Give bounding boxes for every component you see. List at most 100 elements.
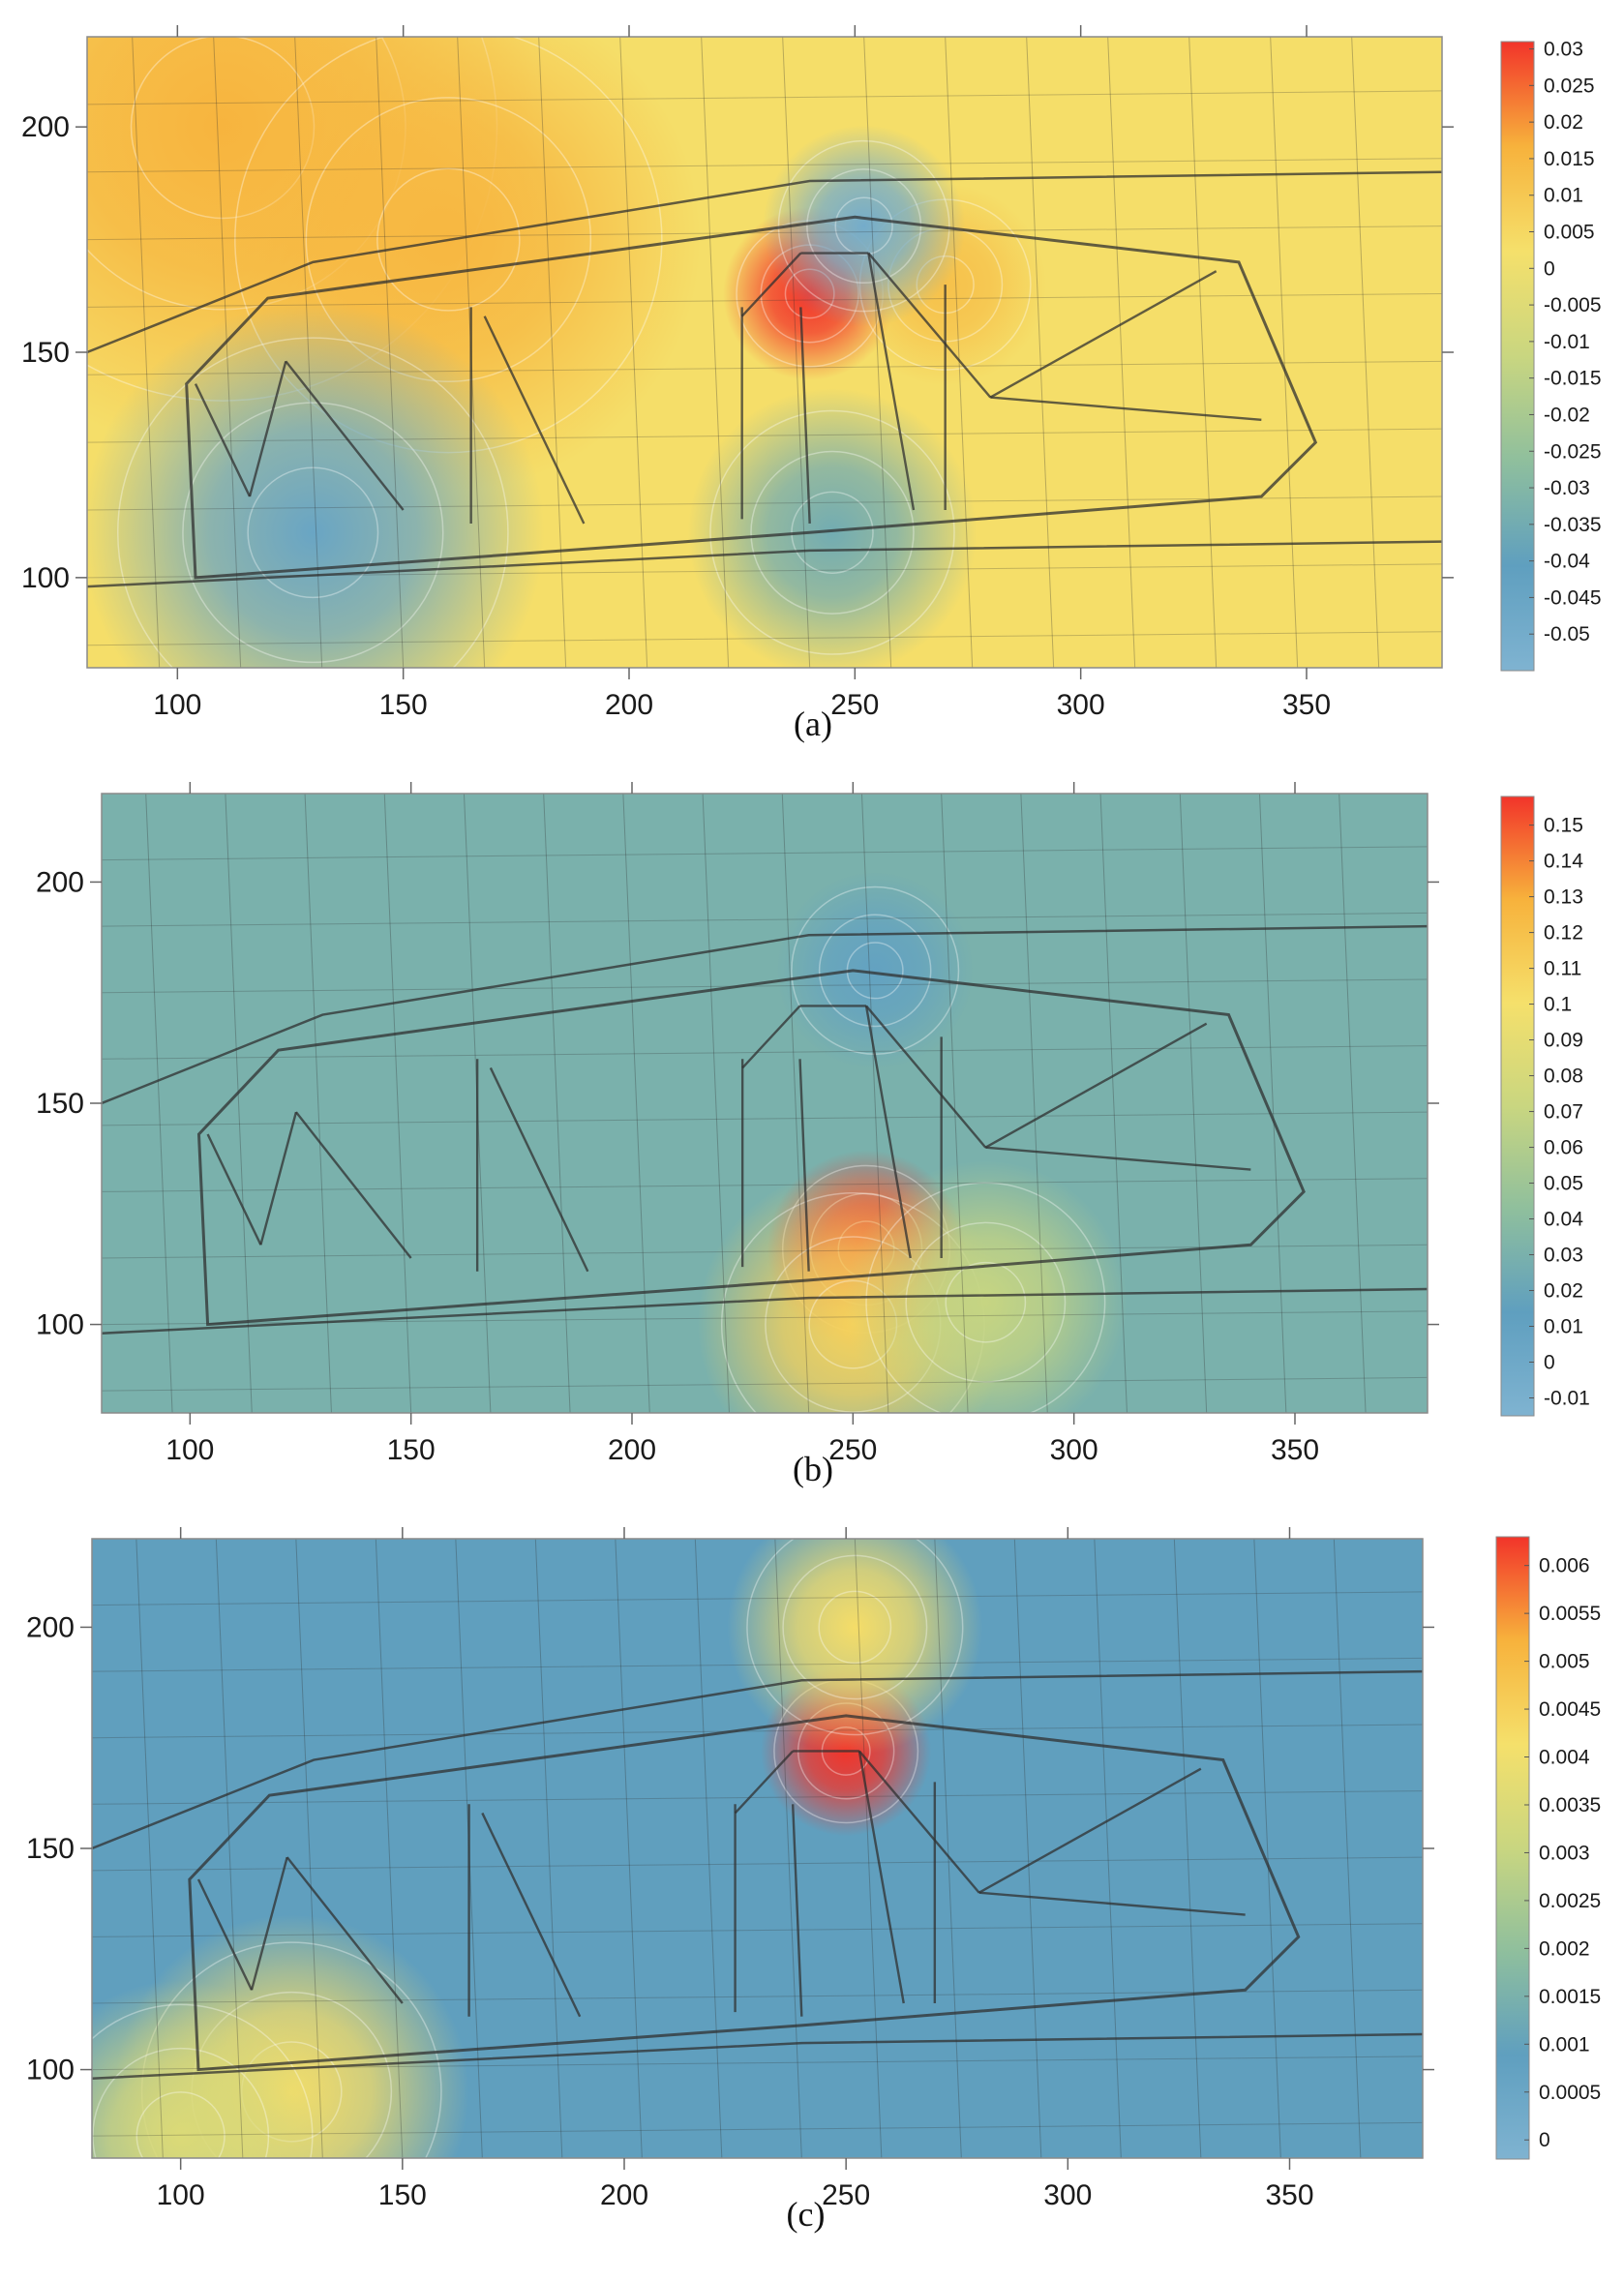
parcel-line — [304, 794, 332, 1413]
colorbar-tick-label: 0.06 — [1544, 1137, 1583, 1159]
colorbar-tick-label: 0.005 — [1544, 222, 1595, 244]
parcel-line — [92, 1856, 1423, 1872]
parcel-line — [1253, 1539, 1281, 2158]
x-tick-label: 100 — [165, 1434, 214, 1466]
parcel-line — [543, 794, 571, 1413]
y-tick-label: 200 — [26, 1611, 75, 1643]
x-tick-label: 200 — [600, 2179, 648, 2211]
parcel-line — [92, 2056, 1423, 2071]
y-tick-label: 150 — [21, 337, 70, 369]
colorbar-tick-label: 0.13 — [1544, 886, 1583, 909]
x-tick-label: 150 — [387, 1434, 436, 1466]
colorbar-tick-label: -0.045 — [1544, 586, 1602, 609]
truss-line — [259, 1111, 298, 1246]
parcel-line — [1107, 37, 1136, 668]
parcel-line — [457, 37, 486, 668]
contour-line — [117, 337, 509, 668]
block-outline — [196, 969, 1306, 1327]
x-tick-label: 150 — [379, 689, 428, 721]
truss-line — [857, 1751, 905, 2004]
parcel-line — [135, 1539, 164, 2158]
field-center — [687, 388, 977, 668]
parcel-line — [781, 794, 810, 1413]
parcel-line — [863, 37, 892, 668]
parcel-line — [92, 1657, 1423, 1672]
parcel-line — [87, 225, 1442, 241]
x-tick-label: 200 — [605, 689, 653, 721]
colorbar — [1500, 41, 1535, 672]
colorbar-tick-label: 0.05 — [1544, 1173, 1583, 1195]
parcel-line — [375, 1539, 404, 2158]
colorbar — [1500, 795, 1535, 1417]
colorbar-tick-label: -0.05 — [1544, 623, 1590, 645]
truss-line — [248, 361, 287, 497]
parcel-line — [622, 794, 650, 1413]
colorbar-tick-label: 0.14 — [1544, 851, 1583, 873]
street-line — [87, 540, 1442, 588]
colorbar-tick-label: 0 — [1544, 257, 1555, 280]
colorbar-tick-label: 0.0055 — [1539, 1603, 1601, 1625]
parcel-line — [92, 1591, 1423, 1606]
truss-line — [483, 315, 586, 525]
parcel-line — [1188, 37, 1218, 668]
colorbar-tick-label: -0.005 — [1544, 294, 1602, 316]
contour-line — [182, 402, 444, 664]
parcel-line — [87, 292, 1442, 308]
y-tick-label: 200 — [36, 866, 84, 898]
parcel-line — [145, 794, 173, 1413]
y-tick-label: 100 — [26, 2055, 75, 2086]
colorbar-tick-label: 0.025 — [1544, 75, 1595, 97]
parcel-line — [87, 90, 1442, 105]
truss-line — [740, 252, 802, 317]
street-line — [87, 170, 1442, 354]
x-tick-label: 300 — [1057, 689, 1105, 721]
x-tick-label: 100 — [157, 2179, 205, 2211]
x-tick-label: 250 — [822, 2179, 870, 2211]
parcel-line — [92, 2121, 1423, 2137]
parcel-line — [87, 563, 1442, 579]
colorbar-tick-label: 0.002 — [1539, 1937, 1590, 1960]
street-line — [92, 1669, 1423, 1850]
x-tick-label: 200 — [608, 1434, 656, 1466]
truss-line — [867, 252, 992, 399]
colorbar-tick-label: -0.01 — [1544, 1388, 1590, 1410]
parcel-line — [455, 1539, 483, 2158]
parcel-line — [1351, 37, 1380, 668]
parcel-line — [87, 631, 1442, 646]
truss-line — [865, 1005, 987, 1149]
field-center — [92, 1980, 337, 2158]
truss-line — [741, 1005, 801, 1069]
colorbar-tick-label: 0.1 — [1544, 994, 1572, 1016]
contour-line — [376, 167, 521, 312]
x-tick-label: 300 — [1050, 1434, 1098, 1466]
contour-line — [905, 1221, 1067, 1383]
truss-line — [985, 1146, 1251, 1171]
colorbar-tick-label: 0.15 — [1544, 815, 1583, 837]
parcel-line — [102, 1111, 1428, 1126]
street-line — [92, 2032, 1423, 2080]
x-tick-label: 150 — [378, 2179, 427, 2211]
parcel-line — [102, 1376, 1428, 1392]
truss-line — [294, 1111, 412, 1259]
field-center — [763, 125, 966, 327]
heatmap-field — [697, 871, 1128, 1413]
truss-line — [489, 1066, 589, 1273]
truss-line — [285, 360, 405, 511]
parcel-line — [102, 1178, 1428, 1192]
truss-line — [990, 396, 1262, 422]
contour-line — [247, 466, 379, 599]
parcel-line — [92, 1923, 1423, 1937]
parcel-line — [87, 428, 1442, 443]
contour-line — [746, 1539, 964, 1736]
colorbar-tick-label: 0.08 — [1544, 1065, 1583, 1088]
parcel-line — [132, 37, 161, 668]
parcel-line — [92, 1989, 1423, 2004]
parcel-line — [92, 1724, 1423, 1739]
field-center — [727, 1539, 983, 1756]
colorbar-tick-label: -0.035 — [1544, 514, 1602, 536]
colorbar-tick-label: 0.07 — [1544, 1101, 1583, 1124]
colorbar-tick-label: -0.02 — [1544, 404, 1590, 426]
parcel-line — [87, 37, 136, 38]
truss-line — [984, 1022, 1208, 1149]
contour-line — [945, 1261, 1027, 1343]
